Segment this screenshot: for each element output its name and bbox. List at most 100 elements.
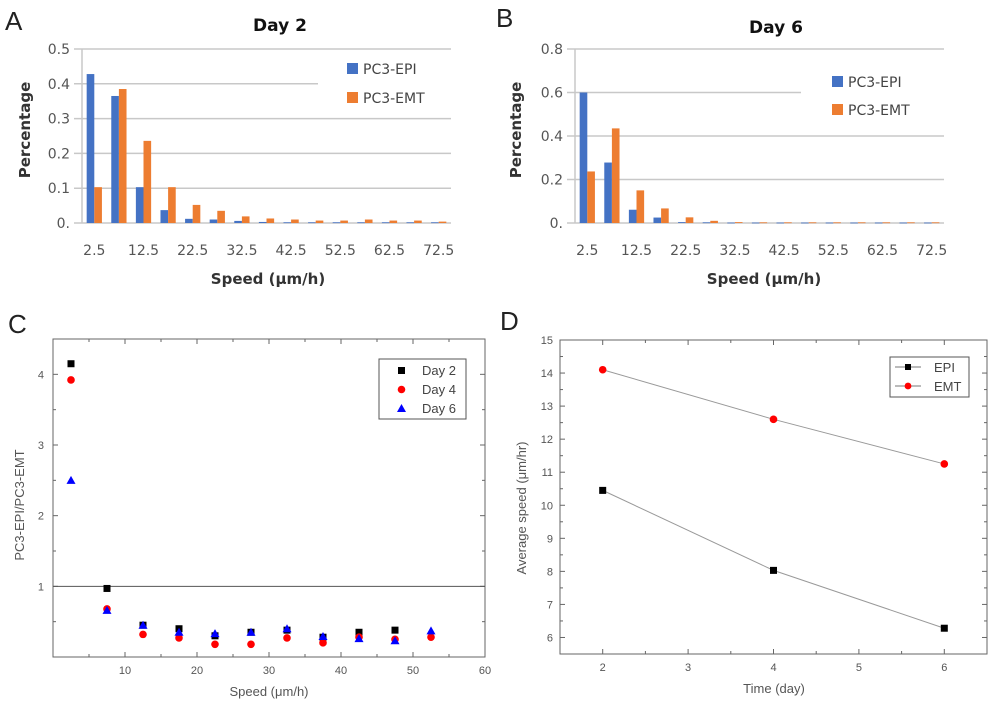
- y-tick-label: 0.4: [48, 77, 70, 93]
- bar-pc3-epi-27.5: [209, 219, 218, 223]
- legend-label-epi: PC3-EPI: [363, 62, 417, 78]
- bar-pc3-epi-62.5: [874, 222, 883, 224]
- x-tick-label: 42.5: [276, 243, 307, 259]
- point-day-2: [67, 360, 75, 368]
- panel-label-b: B: [496, 3, 513, 33]
- point-day-4: [211, 640, 219, 649]
- bar-pc3-emt-52.5: [340, 220, 348, 223]
- y-tick-label: 0.5: [48, 42, 70, 58]
- bar-pc3-emt-62.5: [389, 220, 398, 223]
- x-tick-label: 4: [770, 662, 776, 674]
- y-tick-label: 11: [542, 467, 553, 479]
- chart-a-xlabel: Speed (μm/h): [211, 270, 325, 288]
- y-tick-label: 0.: [550, 216, 563, 232]
- y-tick-label: 13: [541, 401, 553, 413]
- bar-pc3-epi-37.5: [258, 221, 267, 223]
- point-epi: [599, 486, 607, 494]
- bar-pc3-epi-2.5: [579, 92, 588, 223]
- point-day-4: [427, 633, 435, 642]
- legend-swatch-emt: [832, 104, 843, 115]
- x-tick-label: 60: [479, 665, 491, 677]
- bar-pc3-epi-12.5: [628, 209, 637, 223]
- bar-pc3-epi-2.5: [86, 74, 95, 223]
- bar-pc3-emt-37.5: [759, 222, 768, 224]
- bar-pc3-emt-67.5: [907, 222, 915, 224]
- chart-a-legend: PC3-EPI PC3-EMT: [347, 62, 425, 107]
- point-day-6: [354, 634, 364, 643]
- bar-pc3-emt-27.5: [710, 220, 718, 223]
- x-tick-label: 3: [685, 662, 691, 674]
- y-tick-label: 14: [541, 368, 553, 380]
- chart-b-legend: PC3-EPI PC3-EMT: [832, 75, 910, 119]
- x-tick-label: 6: [941, 662, 947, 674]
- y-tick-label: 3: [38, 440, 44, 452]
- point-emt: [598, 365, 607, 374]
- bar-pc3-epi-42.5: [283, 222, 292, 224]
- y-tick-label: 0.8: [541, 42, 563, 58]
- legend-marker-triangle: [397, 404, 406, 412]
- chart-d: 2 3 4 5 6 6 7 8 9 10 11 12 13 14 15 Time (day) Average…: [514, 335, 988, 696]
- bar-pc3-emt-72.5: [438, 221, 447, 223]
- x-tick-label: 42.5: [769, 243, 800, 259]
- x-tick-label: 12.5: [621, 243, 652, 259]
- bar-pc3-emt-42.5: [784, 222, 792, 224]
- chart-b: Day 6 Speed (μm/h) Percentage 0. 0.2 0.4 0.…: [507, 18, 947, 288]
- legend-marker-square: [398, 367, 405, 374]
- legend-swatch-epi: [832, 76, 843, 87]
- y-tick-label: 0.2: [48, 146, 70, 162]
- bar-pc3-emt-67.5: [414, 220, 422, 223]
- legend-box: [378, 358, 467, 420]
- bar-pc3-emt-17.5: [661, 208, 669, 223]
- legend-label-epi: PC3-EPI: [848, 75, 902, 91]
- bar-pc3-epi-57.5: [357, 222, 365, 224]
- bar-pc3-epi-7.5: [111, 95, 119, 223]
- bar-pc3-emt-57.5: [857, 222, 866, 224]
- bar-pc3-epi-67.5: [406, 222, 415, 224]
- bar-pc3-epi-22.5: [185, 218, 193, 223]
- y-tick-label: 0.1: [48, 181, 70, 197]
- bar-pc3-emt-57.5: [364, 219, 373, 223]
- bar-pc3-epi-12.5: [135, 187, 144, 223]
- x-tick-label: 52.5: [818, 243, 849, 259]
- bar-pc3-emt-27.5: [217, 210, 225, 223]
- x-tick-label: 2: [600, 662, 606, 674]
- point-day-6: [210, 629, 220, 638]
- chart-b-ylabel: Percentage: [507, 82, 525, 179]
- point-epi: [770, 566, 777, 574]
- y-tick-label: 0.2: [541, 173, 563, 189]
- chart-b-title: Day 6: [749, 18, 803, 38]
- point-day-4: [247, 640, 255, 649]
- y-tick-label: 1: [38, 581, 44, 593]
- x-tick-label: 62.5: [374, 243, 405, 259]
- x-tick-label: 62.5: [867, 243, 898, 259]
- x-tick-label: 72.5: [423, 243, 454, 259]
- y-tick-label: 8: [547, 566, 553, 578]
- panel-label-d: D: [500, 306, 519, 336]
- x-tick-label: 20: [191, 665, 203, 677]
- y-tick-label: 15: [541, 335, 553, 347]
- point-day-6: [102, 605, 112, 614]
- bar-pc3-emt-7.5: [118, 89, 127, 224]
- point-day-6: [174, 627, 184, 636]
- legend-marker-square: [905, 364, 911, 370]
- point-day-4: [283, 634, 291, 642]
- point-day-6: [282, 624, 292, 633]
- y-tick-label: 6: [547, 632, 553, 644]
- chart-c: 10 20 30 40 50 60 1 2 3 4 Speed (μm/h) PC3-EPI/PC…: [12, 338, 491, 699]
- y-tick-label: 10: [541, 500, 553, 512]
- x-tick-label: 32.5: [719, 243, 750, 259]
- bar-pc3-emt-52.5: [833, 222, 841, 224]
- bar-pc3-emt-7.5: [611, 128, 620, 223]
- bar-pc3-epi-7.5: [604, 162, 612, 223]
- bar-pc3-epi-32.5: [234, 220, 242, 223]
- point-day-4: [67, 376, 75, 384]
- bar-pc3-emt-47.5: [315, 220, 324, 223]
- chart-c-ylabel: PC3-EPI/PC3-EMT: [12, 449, 27, 560]
- bar-pc3-epi-52.5: [825, 222, 834, 224]
- x-tick-label: 5: [856, 662, 862, 674]
- line-epi: [602, 489, 945, 629]
- legend-marker-circle: [904, 382, 912, 390]
- legend-box: [889, 356, 970, 398]
- point-day-4: [175, 634, 183, 642]
